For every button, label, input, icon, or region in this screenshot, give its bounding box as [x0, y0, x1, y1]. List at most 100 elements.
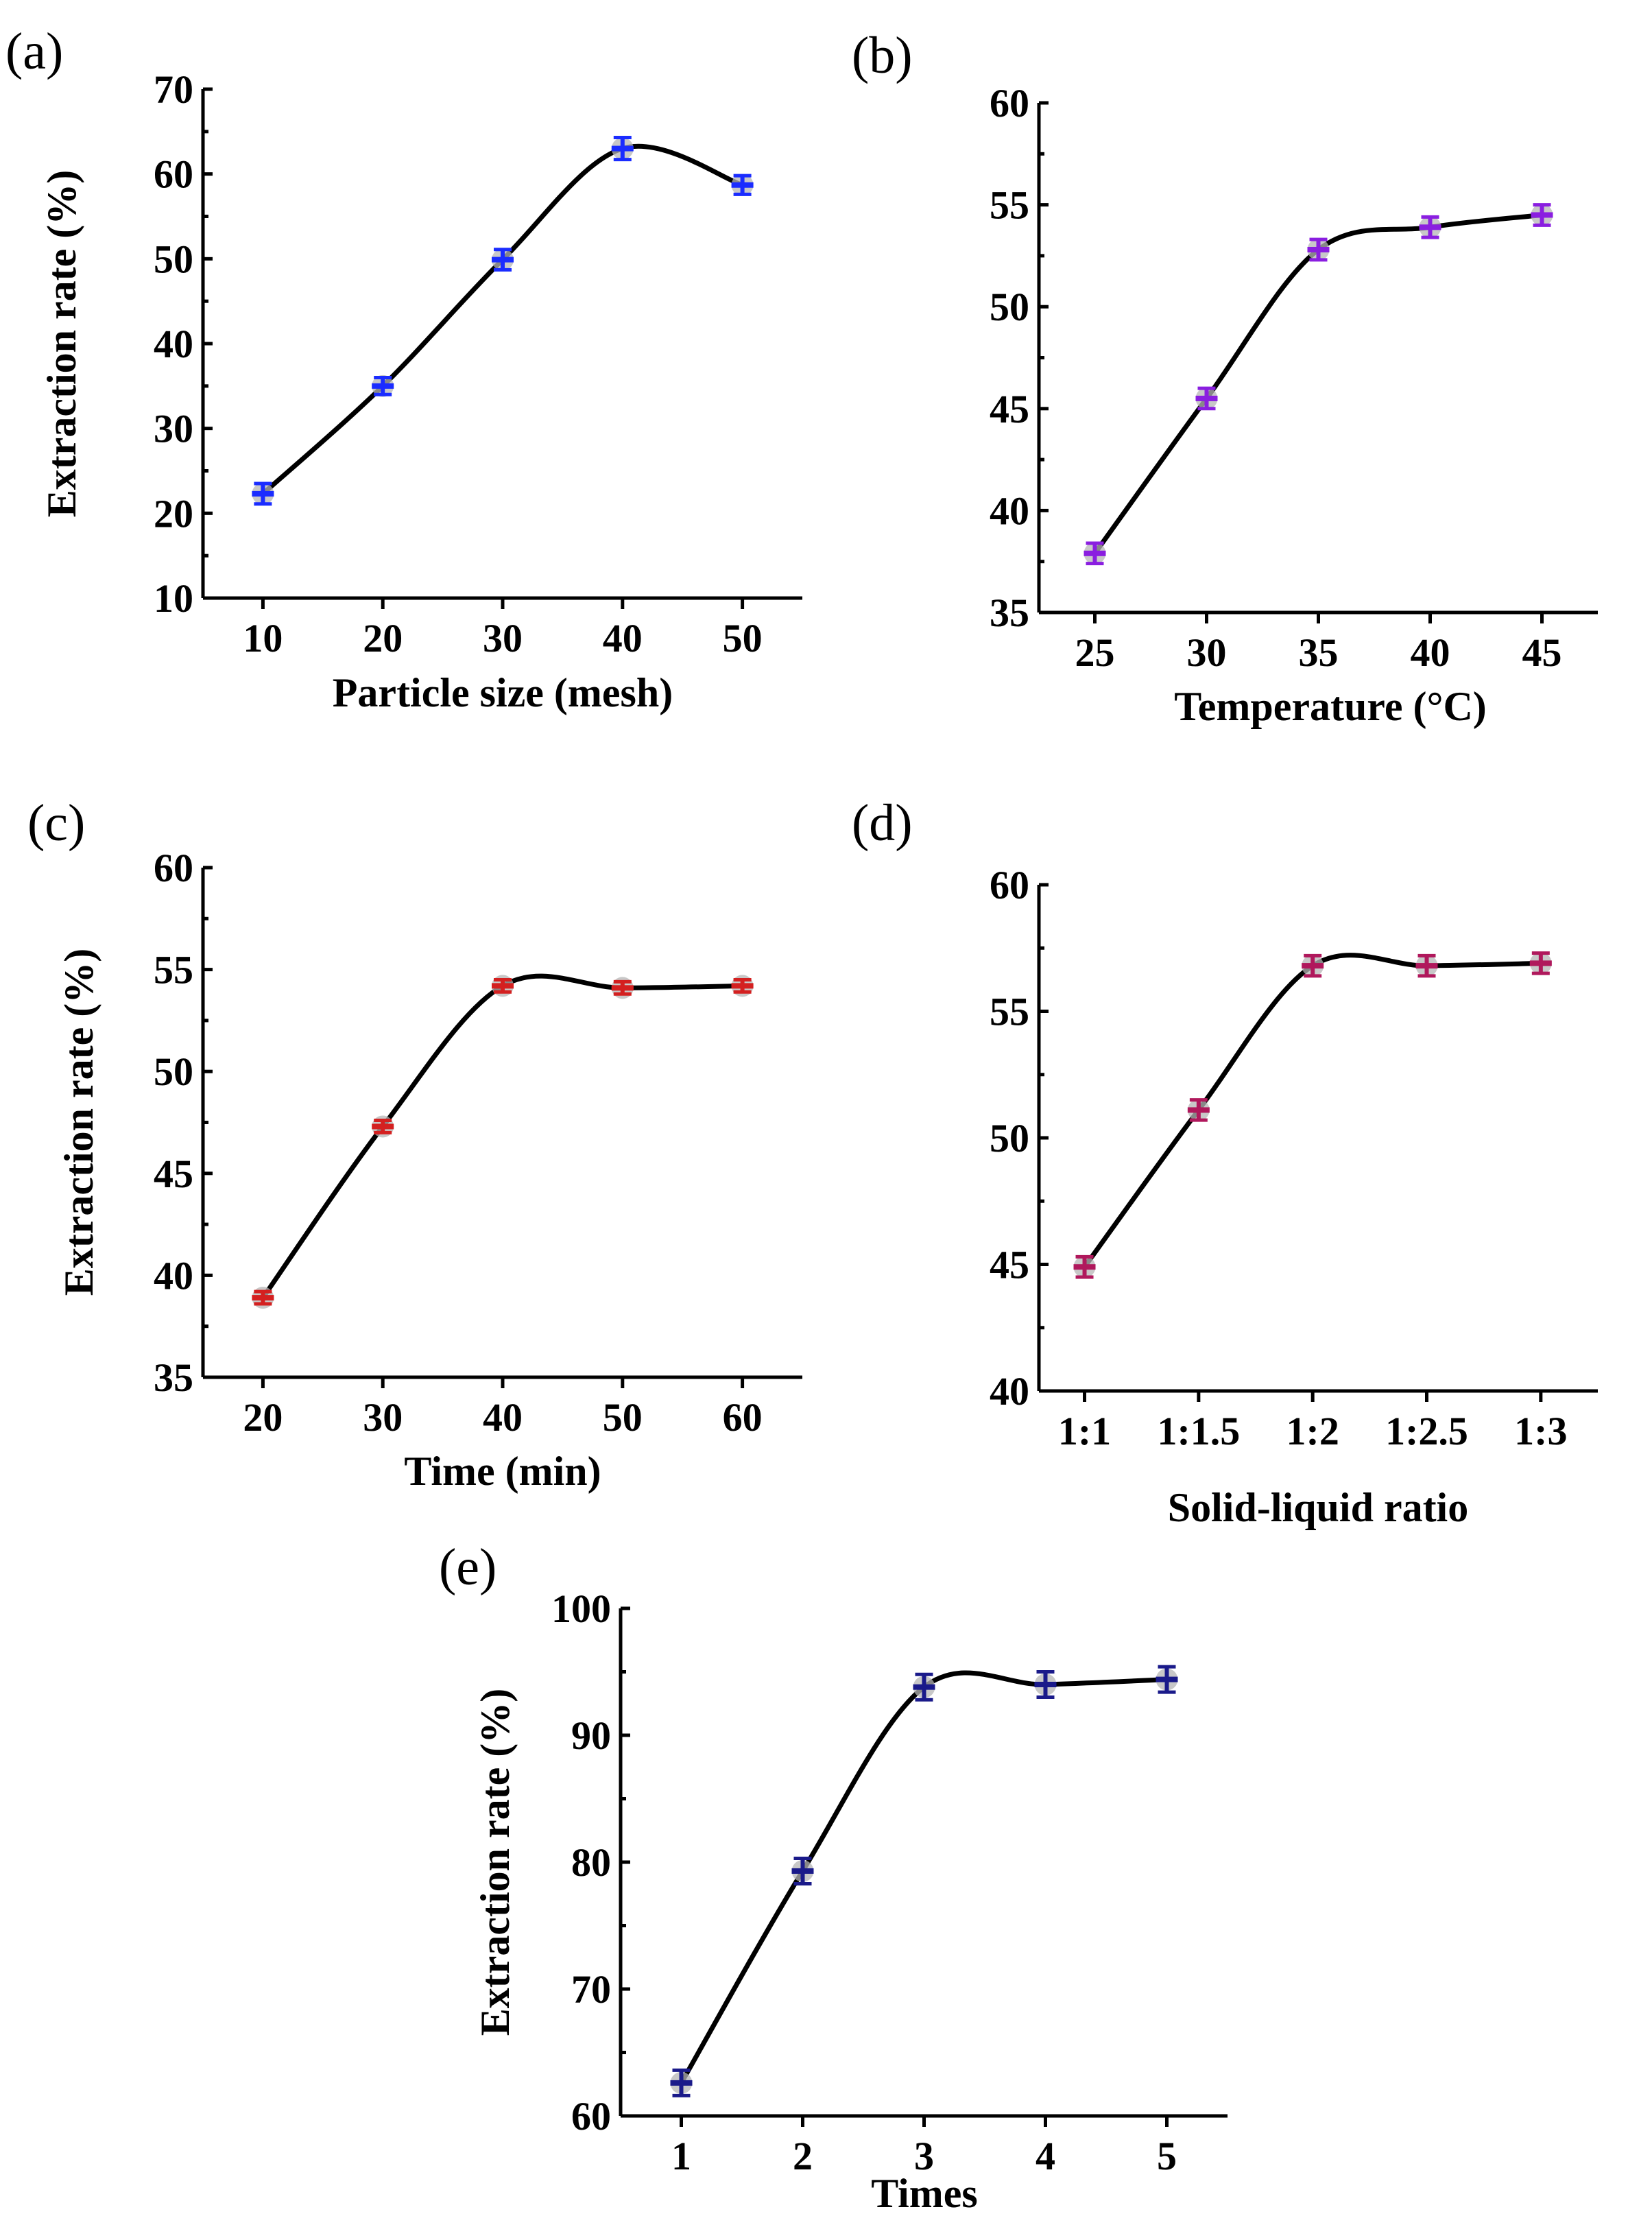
y-tick-label-d: 60	[990, 863, 1029, 907]
x-tick-label-c: 50	[603, 1395, 643, 1440]
data-point-b	[1531, 203, 1553, 227]
x-tick-label-e: 5	[1157, 2134, 1177, 2178]
y-axis-title-a: Extraction rate (%)	[39, 170, 84, 517]
point-marker-c	[252, 1295, 274, 1301]
y-tick-label-e: 70	[571, 1967, 611, 2012]
point-marker-d	[1529, 960, 1552, 966]
x-axis-title-e: Times	[871, 2171, 978, 2214]
y-tick-label-a: 60	[154, 152, 193, 197]
x-tick-label-d: 1:3	[1514, 1409, 1567, 1453]
chart-panel-d: (d) Solid-liquid ratio 40 45 50 55 60 1:1 1:1.…	[852, 794, 1598, 1530]
data-point-b	[1419, 215, 1441, 239]
y-tick-label-c: 40	[154, 1253, 193, 1298]
point-marker-a	[372, 383, 394, 389]
panel-label-b: (b)	[852, 27, 913, 84]
y-tick-label-a: 50	[154, 237, 193, 281]
data-point-e	[791, 1856, 814, 1885]
data-point-b	[1084, 541, 1106, 566]
y-tick-label-b: 40	[990, 488, 1029, 533]
x-tick-label-c: 60	[723, 1395, 763, 1440]
y-axis-title-c: Extraction rate (%)	[56, 949, 101, 1296]
panel-label-d: (d)	[852, 794, 913, 852]
point-marker-a	[252, 490, 274, 497]
x-tick-label-e: 1	[671, 2134, 691, 2178]
point-marker-e	[1034, 1682, 1057, 1687]
data-point-e	[1034, 1670, 1057, 1699]
data-point-d	[1302, 953, 1324, 978]
y-tick-label-d: 50	[990, 1116, 1029, 1160]
x-tick-label-b: 35	[1299, 630, 1339, 675]
point-marker-c	[372, 1123, 394, 1130]
chart-panel-e: (e) Times Extraction rate (%) 60 70 80 90 10…	[439, 1538, 1228, 2214]
data-point-e	[913, 1672, 935, 1702]
y-tick-label-c: 45	[154, 1152, 193, 1196]
x-tick-label-e: 4	[1036, 2134, 1055, 2178]
x-axis-title-a: Particle size (mesh)	[333, 670, 673, 715]
y-tick-label-b: 60	[990, 81, 1029, 126]
y-tick-label-b: 55	[990, 183, 1029, 228]
point-marker-b	[1531, 212, 1553, 218]
x-tick-label-e: 2	[793, 2134, 813, 2178]
point-marker-e	[1156, 1676, 1178, 1682]
x-tick-label-c: 40	[483, 1395, 523, 1440]
x-tick-label-d: 1:2.5	[1385, 1409, 1468, 1453]
y-tick-label-e: 100	[551, 1586, 611, 1631]
x-tick-label-a: 10	[243, 616, 283, 660]
y-tick-label-a: 30	[154, 407, 193, 451]
data-point-d	[1073, 1254, 1096, 1279]
x-tick-label-b: 45	[1522, 630, 1562, 675]
point-marker-c	[731, 983, 754, 989]
data-point-a	[492, 248, 514, 272]
x-tick-label-d: 1:1	[1058, 1409, 1111, 1453]
point-marker-b	[1419, 224, 1441, 230]
data-point-a	[252, 481, 274, 506]
data-point-c	[372, 1115, 394, 1138]
series-line-a	[260, 143, 745, 497]
y-tick-label-b: 35	[990, 591, 1029, 635]
x-tick-label-b: 40	[1411, 630, 1450, 675]
y-tick-label-e: 60	[571, 2094, 611, 2139]
y-tick-label-a: 40	[154, 322, 193, 366]
point-marker-d	[1187, 1107, 1210, 1113]
x-tick-label-a: 20	[363, 616, 403, 660]
series-line-e	[679, 1670, 1169, 2086]
y-tick-label-e: 80	[571, 1840, 611, 1885]
data-point-c	[252, 1287, 274, 1309]
x-tick-label-e: 3	[914, 2134, 934, 2178]
x-tick-label-a: 50	[723, 616, 763, 660]
x-tick-label-c: 30	[363, 1395, 403, 1440]
point-marker-e	[913, 1684, 935, 1690]
series-line-d	[1082, 953, 1544, 1270]
y-tick-label-c: 50	[154, 1049, 193, 1094]
y-tick-label-d: 40	[990, 1369, 1029, 1414]
chart-panel-a: (a) Particle size (mesh) Extraction rate…	[5, 23, 802, 715]
x-axis-title-b: Temperature (°C)	[1174, 684, 1487, 729]
data-point-b	[1307, 237, 1330, 262]
data-point-e	[670, 2068, 693, 2097]
point-marker-c	[492, 983, 514, 989]
x-tick-label-a: 30	[483, 616, 523, 660]
y-tick-label-b: 45	[990, 387, 1029, 431]
data-point-d	[1187, 1098, 1210, 1122]
x-tick-label-b: 30	[1187, 630, 1227, 675]
data-point-d	[1415, 953, 1438, 978]
data-point-b	[1195, 386, 1218, 411]
x-axis-title-d: Solid-liquid ratio	[1168, 1485, 1468, 1530]
point-marker-e	[670, 2080, 693, 2086]
point-marker-d	[1415, 963, 1438, 969]
y-tick-label-a: 20	[154, 491, 193, 536]
y-tick-label-c: 55	[154, 948, 193, 992]
data-point-a	[372, 374, 394, 397]
y-axis-title-e: Extraction rate (%)	[472, 1689, 518, 2036]
panel-label-c: (c)	[27, 794, 85, 852]
point-marker-c	[611, 985, 634, 991]
x-tick-label-c: 20	[243, 1395, 283, 1440]
x-axis-title-c: Time (min)	[404, 1449, 601, 1494]
panel-label-e: (e)	[439, 1538, 496, 1596]
point-marker-a	[731, 182, 754, 188]
y-tick-label-c: 60	[154, 846, 193, 890]
point-marker-a	[611, 145, 634, 152]
series-line-c	[260, 973, 745, 1300]
data-point-c	[731, 975, 754, 997]
